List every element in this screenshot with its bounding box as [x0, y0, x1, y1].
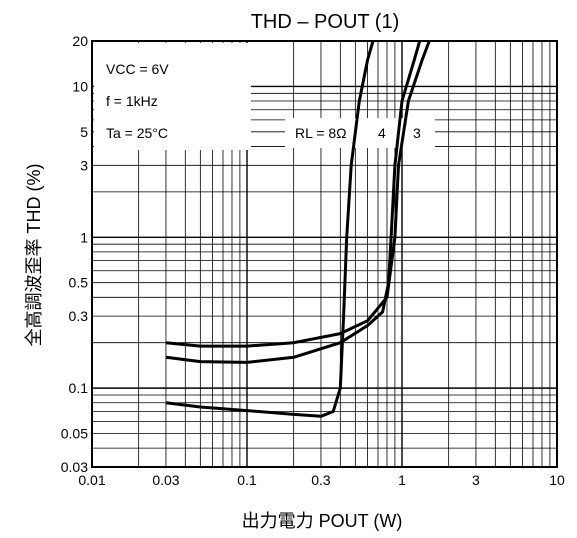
series-line	[165, 40, 431, 348]
x-axis-label: 出力電力 POUT (W)	[242, 511, 403, 531]
y-tick-label: 20	[72, 33, 88, 49]
condition-note: VCC = 6V	[106, 61, 169, 77]
x-tick-label: 10	[549, 472, 565, 488]
y-tick-label: 0.5	[69, 275, 89, 291]
y-axis-label: 全高調波歪率 THD (%)	[24, 164, 44, 347]
x-tick-label: 3	[472, 472, 480, 488]
curve-label-box	[285, 118, 435, 148]
curve-label: 3	[413, 125, 421, 141]
labels: 0.01 0.03 0.1 0.3 1 3 100.030.050.10.30.513510…	[61, 33, 565, 488]
x-tick-label: 0.03	[152, 472, 179, 488]
grid	[91, 40, 558, 468]
series-line	[165, 40, 375, 418]
y-tick-label: 5	[80, 124, 88, 140]
y-tick-label: 0.05	[61, 426, 88, 442]
x-tick-label: 0.1	[237, 472, 257, 488]
y-tick-label: 0.3	[69, 308, 89, 324]
curve-label: 4	[378, 125, 386, 141]
conditions-box	[94, 43, 251, 150]
x-tick-label: 1	[398, 472, 406, 488]
condition-note: f = 1kHz	[106, 93, 158, 109]
curves	[165, 40, 431, 418]
y-tick-label: 0.1	[69, 380, 89, 396]
curve-label: RL = 8Ω	[295, 125, 347, 141]
x-tick-label: 0.01	[78, 472, 105, 488]
chart-title: THD – POUT (1)	[251, 11, 400, 33]
x-tick-label: 0.3	[311, 472, 331, 488]
y-tick-label: 1	[80, 229, 88, 245]
plot-frame	[91, 40, 558, 468]
y-tick-label: 10	[72, 78, 88, 94]
y-tick-label: 0.03	[61, 459, 88, 475]
condition-note: Ta = 25°C	[106, 125, 168, 141]
y-tick-label: 3	[80, 157, 88, 173]
series-line	[165, 40, 422, 364]
